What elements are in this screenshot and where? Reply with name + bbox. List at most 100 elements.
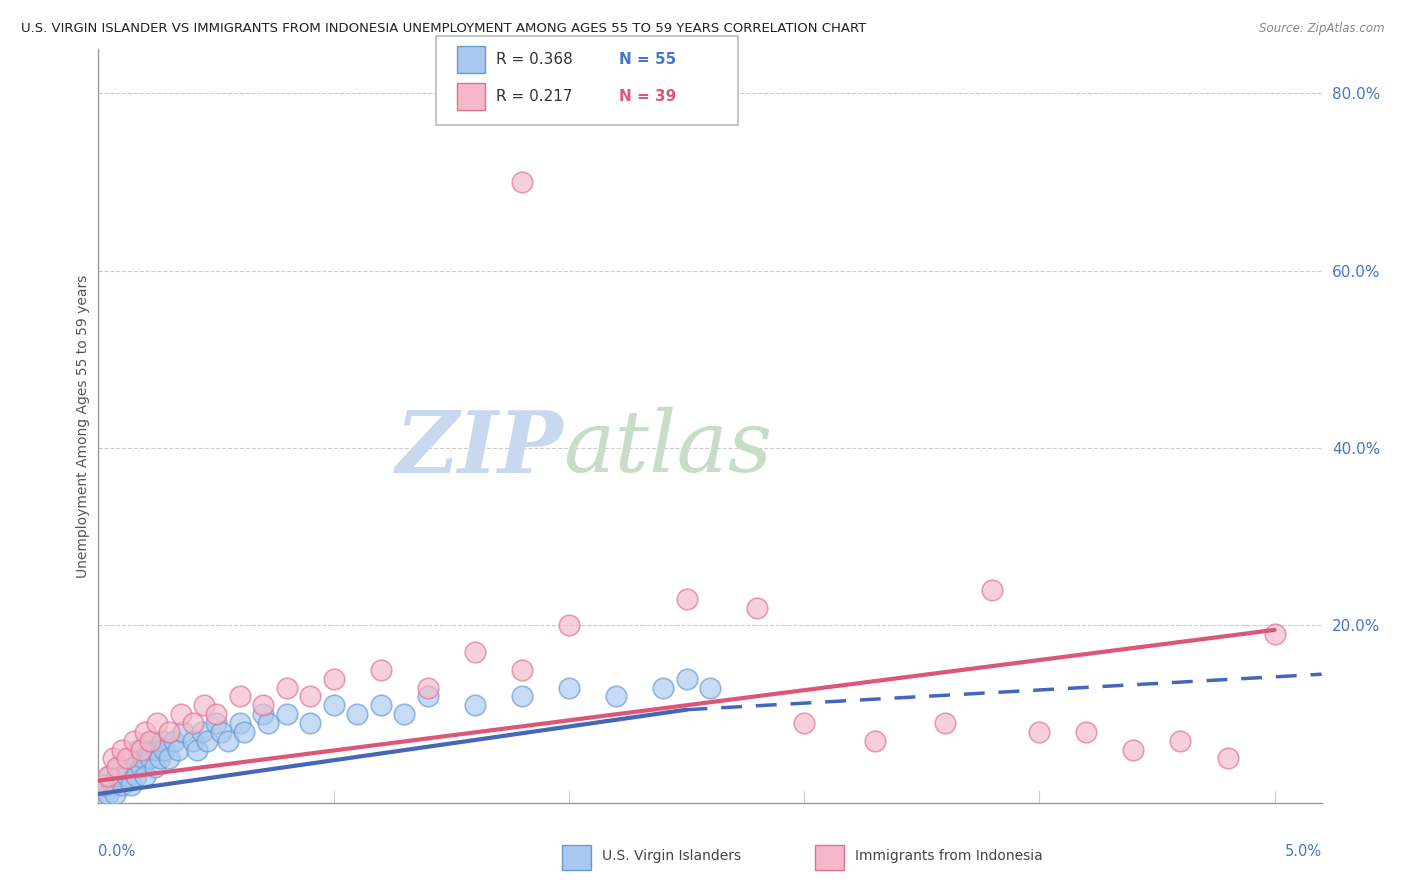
Point	[193, 698, 215, 713]
Point	[149, 751, 172, 765]
Text: U.S. VIRGIN ISLANDER VS IMMIGRANTS FROM INDONESIA UNEMPLOYMENT AMONG AGES 55 TO : U.S. VIRGIN ISLANDER VS IMMIGRANTS FROM …	[21, 22, 866, 36]
Point	[108, 760, 131, 774]
Point	[122, 760, 145, 774]
Point	[125, 769, 148, 783]
Point	[120, 778, 142, 792]
Point	[675, 672, 697, 686]
Point	[111, 742, 134, 756]
Text: N = 55: N = 55	[619, 53, 676, 67]
Point	[172, 724, 194, 739]
Point	[322, 698, 344, 713]
Point	[276, 681, 298, 695]
Point	[129, 760, 152, 774]
Point	[464, 645, 486, 659]
Point	[94, 778, 117, 792]
Point	[745, 600, 768, 615]
Point	[101, 751, 124, 765]
Point	[132, 751, 155, 765]
Point	[510, 663, 533, 677]
Point	[105, 760, 128, 774]
Point	[346, 707, 368, 722]
Point	[163, 733, 186, 747]
Text: Immigrants from Indonesia: Immigrants from Indonesia	[855, 849, 1043, 863]
Point	[104, 787, 127, 801]
Point	[91, 787, 114, 801]
Point	[97, 787, 120, 801]
Point	[181, 733, 204, 747]
Point	[256, 716, 278, 731]
Point	[605, 690, 627, 704]
Point	[143, 760, 166, 774]
Point	[322, 672, 344, 686]
Text: ZIP: ZIP	[395, 407, 564, 491]
Point	[1028, 724, 1050, 739]
Point	[228, 716, 250, 731]
Point	[793, 716, 815, 731]
Point	[129, 742, 152, 756]
Point	[127, 742, 149, 756]
Point	[370, 663, 392, 677]
Point	[252, 707, 274, 722]
Point	[205, 716, 228, 731]
Point	[934, 716, 956, 731]
Point	[1122, 742, 1144, 756]
Point	[558, 618, 581, 632]
Point	[652, 681, 675, 695]
Point	[416, 690, 439, 704]
Point	[170, 707, 193, 722]
Point	[141, 733, 163, 747]
Point	[153, 742, 176, 756]
Point	[111, 778, 134, 792]
Point	[118, 751, 141, 765]
Point	[97, 769, 120, 783]
Point	[233, 724, 256, 739]
Point	[136, 742, 159, 756]
Point	[91, 778, 114, 792]
Point	[1076, 724, 1098, 739]
Point	[205, 707, 228, 722]
Point	[217, 733, 239, 747]
Point	[150, 733, 173, 747]
Point	[186, 742, 208, 756]
Point	[299, 716, 322, 731]
Point	[370, 698, 392, 713]
Point	[122, 733, 145, 747]
Point	[115, 769, 138, 783]
Point	[510, 175, 533, 189]
Point	[209, 724, 232, 739]
Point	[98, 769, 121, 783]
Point	[101, 778, 124, 792]
Point	[157, 751, 180, 765]
Point	[981, 582, 1004, 597]
Point	[392, 707, 416, 722]
Point	[863, 733, 886, 747]
Point	[1170, 733, 1192, 747]
Point	[167, 742, 190, 756]
Point	[299, 690, 322, 704]
Text: Source: ZipAtlas.com: Source: ZipAtlas.com	[1260, 22, 1385, 36]
Point	[276, 707, 298, 722]
Point	[139, 733, 162, 747]
Text: U.S. Virgin Islanders: U.S. Virgin Islanders	[602, 849, 741, 863]
Point	[191, 724, 214, 739]
Point	[146, 716, 169, 731]
Point	[115, 751, 138, 765]
Text: 0.0%: 0.0%	[98, 844, 135, 859]
Point	[675, 591, 697, 606]
Point	[1216, 751, 1239, 765]
Point	[195, 733, 218, 747]
Point	[699, 681, 721, 695]
Point	[181, 716, 204, 731]
Text: R = 0.217: R = 0.217	[496, 89, 572, 103]
Point	[416, 681, 439, 695]
Text: 5.0%: 5.0%	[1285, 844, 1322, 859]
Text: N = 39: N = 39	[619, 89, 676, 103]
Point	[105, 769, 128, 783]
Text: atlas: atlas	[564, 408, 772, 490]
Point	[139, 751, 162, 765]
Text: R = 0.368: R = 0.368	[496, 53, 574, 67]
Point	[252, 698, 274, 713]
Point	[1264, 627, 1286, 641]
Point	[134, 724, 156, 739]
Point	[464, 698, 486, 713]
